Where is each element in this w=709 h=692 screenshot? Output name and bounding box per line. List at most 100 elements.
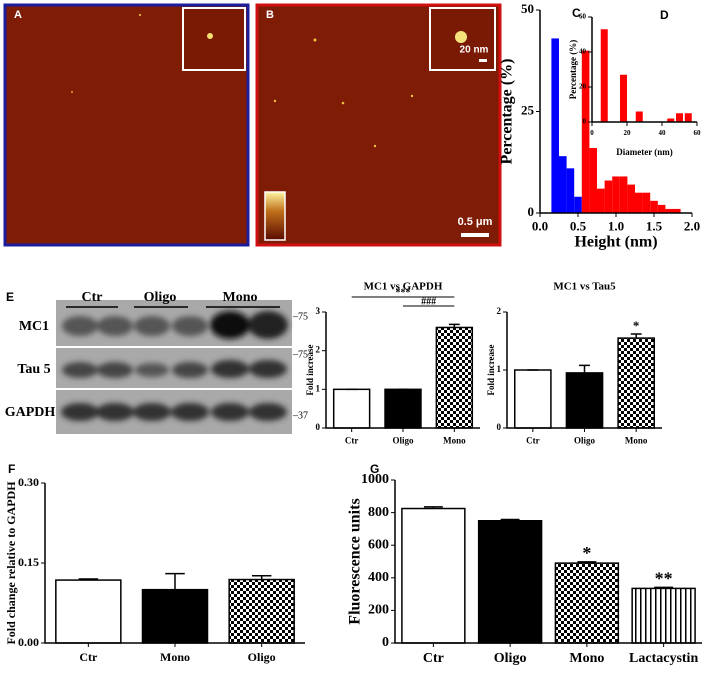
histogram-bar: [642, 192, 651, 213]
histogram-bar: [566, 168, 575, 213]
error-bar: [448, 323, 460, 328]
mw-marker: –75: [292, 311, 308, 322]
histogram-bar: [559, 156, 567, 213]
bar: [141, 588, 209, 644]
x-tick-label: Oligo: [494, 651, 527, 666]
histogram-bar: [650, 200, 658, 213]
y-tick-label: 0: [382, 635, 389, 650]
histogram-bar: [551, 38, 559, 213]
histogram-bar: [581, 50, 590, 213]
x-tick-label: 0.5: [570, 218, 587, 233]
x-tick-label: Oligo: [574, 436, 596, 446]
y-tick-label: 25: [521, 102, 535, 117]
x-tick-label: Mono: [160, 650, 190, 664]
axes: [394, 480, 702, 644]
panel-label: G: [370, 462, 379, 476]
y-axis-label: Percentage (%): [568, 40, 578, 100]
y-tick-label: 1: [497, 364, 502, 374]
bar: [635, 111, 643, 122]
bar: [514, 369, 552, 429]
annotation: *: [582, 543, 591, 563]
scale-bar: [461, 233, 489, 237]
lane-label: Ctr: [82, 290, 103, 305]
particle: [313, 38, 317, 42]
particle: [207, 33, 213, 39]
histogram-bar: [612, 176, 620, 213]
histogram-bar: [673, 208, 681, 213]
bar: [620, 74, 627, 122]
panel-label: B: [266, 9, 274, 21]
bar: [477, 520, 543, 644]
x-tick-label: Ctr: [526, 436, 540, 446]
histogram-bar: [627, 184, 635, 213]
scale-label: 0.5 μm: [458, 216, 493, 228]
error-bar: [579, 364, 590, 373]
x-tick-label: Mono: [443, 436, 466, 446]
particle: [455, 31, 467, 43]
bar: [332, 388, 371, 429]
bar: [401, 507, 466, 644]
y-tick-label: 50: [521, 1, 534, 16]
histogram-bar: [574, 196, 582, 213]
bar: [667, 118, 675, 122]
particle: [138, 13, 142, 17]
x-tick-label: 1.0: [608, 218, 624, 233]
annotation: *: [633, 318, 640, 333]
color-scale: [264, 191, 286, 241]
annotation: ***: [396, 287, 411, 298]
bar: [554, 562, 620, 644]
histogram-bar: [665, 208, 673, 213]
bar: [617, 337, 655, 429]
particle: [273, 99, 277, 103]
axes: [44, 483, 305, 644]
error-bar: [165, 572, 185, 590]
bar: [55, 579, 122, 644]
particle: [410, 94, 414, 98]
row-label: GAPDH: [5, 405, 56, 420]
x-tick-label: 40: [659, 129, 667, 137]
histogram-bar: [589, 148, 597, 213]
y-axis-label: Fluorescence units: [347, 498, 364, 624]
y-tick-label: 0: [528, 204, 535, 219]
error-bar: [423, 506, 443, 509]
axes: [539, 10, 692, 214]
x-tick-label: 0.0: [532, 218, 548, 233]
x-tick-label: 0: [590, 129, 594, 137]
y-tick-label: 0: [583, 118, 587, 126]
error-bar: [78, 578, 99, 581]
y-tick-label: 0: [316, 422, 321, 432]
axes: [591, 17, 697, 123]
histogram-bar: [635, 192, 643, 213]
y-tick-label: 20: [579, 83, 587, 91]
particle: [71, 91, 73, 93]
lane-label: Oligo: [144, 290, 177, 305]
panel-label: D: [660, 8, 669, 22]
chart-title: MC1 vs Tau5: [553, 281, 616, 293]
x-tick-label: Mono: [569, 651, 604, 666]
panel-label: F: [8, 462, 15, 476]
bar: [565, 372, 604, 429]
y-tick-label: 2: [316, 345, 321, 355]
y-tick-label: 800: [368, 505, 389, 520]
y-axis-label: Fold increase: [486, 344, 496, 395]
bar: [228, 578, 295, 644]
error-bar: [654, 586, 674, 589]
x-tick-label: Oligo: [248, 650, 276, 664]
afm-inset-a: [182, 7, 246, 71]
error-bar: [630, 333, 642, 339]
annotation: ###: [421, 296, 436, 307]
x-tick-label: Oligo: [392, 436, 414, 446]
particle: [373, 144, 377, 148]
y-tick-label: 3: [316, 306, 321, 316]
panel-label: E: [6, 290, 14, 304]
panel-label: C: [572, 6, 581, 20]
x-tick-label: 1.5: [646, 218, 663, 233]
chart-title: MC1 vs GAPDH: [364, 281, 443, 293]
bands: [61, 311, 288, 421]
x-tick-label: Mono: [625, 436, 648, 446]
error-bar: [500, 518, 520, 521]
x-tick-label: Ctr: [79, 650, 98, 664]
x-tick-label: 20: [624, 129, 632, 137]
